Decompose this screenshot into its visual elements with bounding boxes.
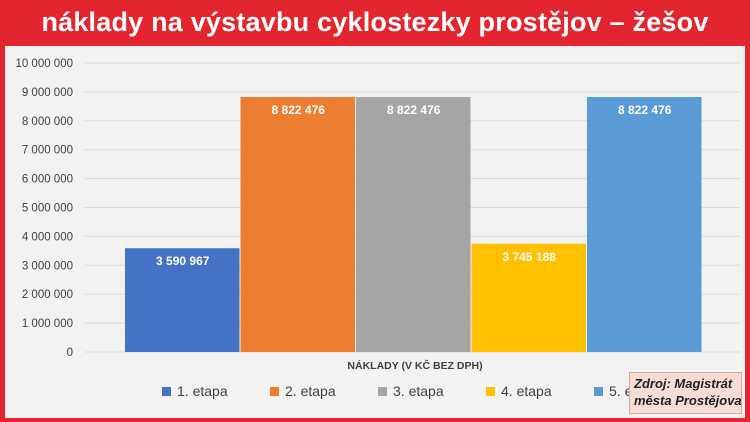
y-tick-label: 4 000 000	[22, 231, 73, 243]
source-note: Zdroj: Magistrát města Prostějova	[629, 372, 742, 414]
data-label: 8 822 476	[272, 103, 326, 117]
bar-2	[240, 97, 355, 352]
y-tick-label: 6 000 000	[22, 174, 73, 186]
bar-5	[587, 97, 702, 352]
bar-3	[356, 97, 471, 352]
y-tick-label: 3 000 000	[22, 260, 73, 272]
legend-swatch	[378, 387, 387, 396]
title-bar: náklady na výstavbu cyklostezky prostějo…	[0, 0, 750, 44]
legend-swatch	[594, 387, 603, 396]
legend-swatch	[270, 387, 279, 396]
y-tick-label: 0	[67, 347, 73, 359]
source-line-1: Zdroj: Magistrát	[634, 376, 733, 391]
data-label: 8 822 476	[618, 103, 672, 117]
source-line-2: města Prostějova	[634, 393, 742, 408]
data-label: 3 590 967	[156, 254, 210, 268]
legend-swatch	[162, 387, 171, 396]
bar-4	[471, 243, 586, 352]
bar-1	[125, 248, 240, 352]
y-tick-label: 5 000 000	[22, 203, 73, 215]
legend-label: 3. etapa	[393, 383, 444, 399]
y-tick-label: 7 000 000	[22, 145, 73, 157]
x-axis-title: NÁKLADY (V KČ BEZ DPH)	[347, 359, 482, 372]
data-label: 8 822 476	[387, 103, 441, 117]
legend-label: 2. etapa	[285, 383, 336, 399]
y-tick-label: 10 000 000	[15, 58, 73, 70]
y-tick-label: 9 000 000	[22, 87, 73, 99]
y-tick-label: 1 000 000	[22, 318, 73, 330]
legend-label: 4. etapa	[501, 383, 552, 399]
y-tick-label: 8 000 000	[22, 116, 73, 128]
chart-title: náklady na výstavbu cyklostezky prostějo…	[41, 6, 709, 37]
legend-label: 1. etapa	[177, 383, 228, 399]
y-tick-label: 2 000 000	[22, 289, 73, 301]
data-label: 3 745 188	[503, 250, 557, 264]
legend-swatch	[486, 387, 495, 396]
